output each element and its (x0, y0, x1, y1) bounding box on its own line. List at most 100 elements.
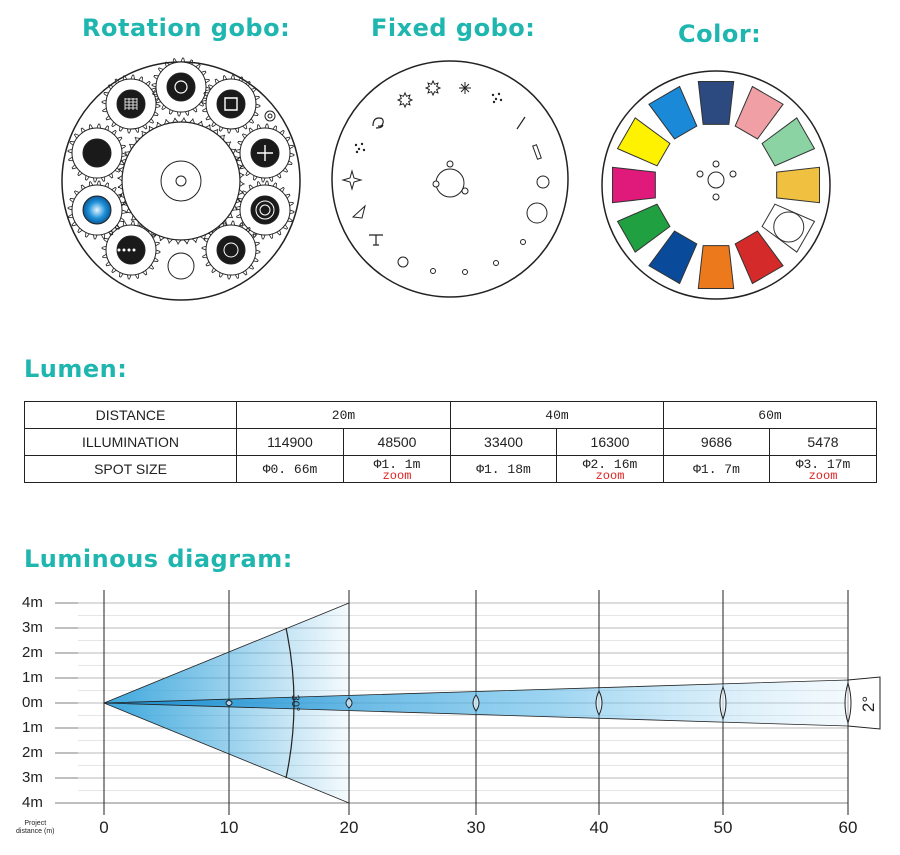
gobo-pattern-icon (459, 82, 471, 94)
illumination-cell: 48500 (343, 428, 451, 456)
diagram-grid (55, 590, 849, 815)
x-tick-label: 50 (713, 818, 733, 837)
color-wheel (601, 70, 831, 300)
project-distance-label: Project distance (m) (16, 820, 55, 835)
gobo-disc (82, 195, 112, 225)
y-tick-label: 4m (22, 594, 43, 611)
y-tick-label: 0m (22, 694, 43, 711)
beam-lens-mark (844, 681, 852, 725)
gobo-pattern-icon (520, 239, 526, 245)
x-tick-label: 20 (339, 818, 359, 837)
spot-size-zoom-cell: Φ1. 1m zoom (343, 455, 451, 483)
distance-cell: 60m (663, 401, 877, 429)
y-tick-label: 4m (22, 794, 43, 811)
color-segment-red (734, 230, 784, 285)
y-tick-label: 3m (22, 769, 43, 786)
x-tick-label: 0 (99, 818, 109, 837)
color-heading: Color: (678, 20, 762, 48)
x-tick-label: 40 (589, 818, 609, 837)
x-tick-label: 60 (838, 818, 858, 837)
gobo-pattern-icon (369, 234, 383, 246)
lumen-heading: Lumen: (24, 355, 128, 383)
fixed-gobo-symbols (341, 79, 550, 275)
row-header: ILLUMINATION (24, 428, 237, 456)
beam-lens-mark (719, 685, 727, 721)
gobo-gear (101, 220, 161, 280)
zoom-label: zoom (595, 468, 625, 483)
wheels-graphic (61, 57, 831, 301)
gobo-gear (101, 74, 161, 134)
row-header: SPOT SIZE (24, 455, 237, 483)
color-segments (612, 81, 820, 289)
beam-lens-mark (472, 694, 480, 712)
rotation-gobo-gears (67, 57, 295, 280)
gobo-gear (67, 123, 127, 183)
color-segment-light-green (761, 117, 816, 167)
color-segment-magenta (612, 166, 656, 204)
gobo-pattern-icon (341, 169, 363, 191)
wide-beam (104, 603, 349, 803)
gobo-pattern-icon (516, 116, 526, 130)
lumen-table: DISTANCE 20m 40m 60m ILLUMINATION 114900… (24, 401, 877, 483)
y-tick-label: 3m (22, 619, 43, 636)
illumination-cell: 5478 (769, 428, 877, 456)
fixed-gobo-heading: Fixed gobo: (371, 14, 536, 42)
gobo-gear (67, 180, 127, 240)
illumination-cell: 9686 (663, 428, 770, 456)
illumination-row: ILLUMINATION 114900 48500 33400 16300 96… (24, 428, 877, 456)
spot-size-row: SPOT SIZE Φ0. 66m Φ1. 1m zoom Φ1. 18m Φ2.… (24, 455, 877, 483)
illumination-cell: 114900 (236, 428, 344, 456)
fixed-gobo-wheel (331, 60, 569, 298)
beam-lens-mark (225, 699, 233, 707)
gobo-pattern-icon (351, 204, 366, 219)
spot-size-cell: Φ1. 18m (450, 455, 557, 483)
illumination-cell: 33400 (450, 428, 557, 456)
x-tick-label: 30 (466, 818, 486, 837)
distance-row: DISTANCE 20m 40m 60m (24, 401, 877, 429)
spot-size-cell: Φ0. 66m (236, 455, 344, 483)
y-tick-label: 2m (22, 744, 43, 761)
gobo-gear (151, 57, 211, 117)
gobo-gear (201, 74, 261, 134)
gobo-disc (166, 72, 196, 102)
gobo-disc (116, 89, 146, 119)
color-segment-yellow (616, 117, 671, 167)
narrow-beam (103, 679, 849, 727)
gobo-pattern-icon (354, 142, 366, 154)
rotation-gobo-heading: Rotation gobo: (82, 14, 291, 42)
color-segment-green (616, 203, 671, 253)
y-tick-label: 1m (22, 719, 43, 736)
gobo-pattern-icon (536, 175, 550, 189)
spot-size-zoom-cell: Φ3. 17m zoom (769, 455, 877, 483)
beam-lens-mark (595, 689, 603, 717)
spot-size-cell: Φ1. 7m (663, 455, 770, 483)
spot-size-value: Φ2. 16m (582, 456, 638, 472)
beam-lens-mark (345, 697, 353, 709)
narrow-angle-bracket (847, 676, 881, 730)
gobo-pattern-icon (430, 268, 436, 274)
color-segment-dark-blue (648, 230, 698, 285)
spot-size-value: Φ3. 17m (795, 456, 851, 472)
gobo-pattern-icon (526, 202, 548, 224)
spot-size-value: Φ1. 1m (373, 456, 421, 472)
gobo-pattern-icon (462, 269, 468, 275)
open-position (167, 252, 195, 280)
color-segment-amber (776, 166, 820, 204)
y-tick-label: 1m (22, 669, 43, 686)
gobo-pattern-icon (491, 92, 503, 104)
gobo-pattern-icon (397, 256, 409, 268)
luminous-diagram-heading: Luminous diagram: (24, 545, 293, 573)
color-segment-sky-blue (648, 85, 698, 140)
gobo-pattern-icon (493, 260, 499, 266)
center-hub (707, 171, 725, 189)
zoom-label: zoom (382, 468, 412, 483)
gobo-pattern-icon (372, 117, 384, 129)
gobo-disc (116, 235, 146, 265)
rotation-gobo-wheel (61, 57, 301, 301)
distance-cell: 20m (236, 401, 451, 429)
color-segment-orange (697, 245, 735, 289)
zoom-label: zoom (808, 468, 838, 483)
gobo-disc (82, 138, 112, 168)
gobo-gear (235, 180, 295, 240)
gobo-gear (201, 220, 261, 280)
